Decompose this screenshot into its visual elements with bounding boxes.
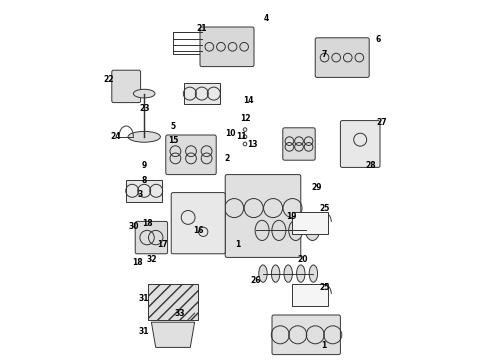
Ellipse shape — [284, 265, 293, 282]
Text: 29: 29 — [312, 183, 322, 192]
Ellipse shape — [271, 265, 280, 282]
Text: 24: 24 — [110, 132, 121, 141]
FancyBboxPatch shape — [112, 70, 141, 103]
Ellipse shape — [272, 220, 286, 240]
Ellipse shape — [289, 220, 303, 240]
Ellipse shape — [255, 220, 269, 240]
Text: 32: 32 — [146, 255, 157, 264]
Text: 5: 5 — [171, 122, 175, 131]
Text: 3: 3 — [138, 190, 143, 199]
Ellipse shape — [296, 265, 305, 282]
Text: 26: 26 — [250, 276, 261, 285]
Text: 17: 17 — [157, 240, 168, 249]
FancyBboxPatch shape — [166, 135, 216, 175]
FancyBboxPatch shape — [200, 27, 254, 67]
Text: 23: 23 — [139, 104, 149, 113]
Text: 31: 31 — [139, 294, 149, 303]
FancyBboxPatch shape — [283, 128, 315, 160]
Text: 1: 1 — [235, 240, 241, 249]
Text: 15: 15 — [168, 136, 178, 145]
Ellipse shape — [309, 265, 318, 282]
Polygon shape — [151, 322, 195, 347]
Polygon shape — [184, 83, 220, 104]
Ellipse shape — [259, 265, 267, 282]
Text: 18: 18 — [132, 258, 142, 267]
Text: 2: 2 — [224, 154, 230, 163]
Text: 10: 10 — [225, 129, 236, 138]
Text: 1: 1 — [321, 341, 327, 350]
Ellipse shape — [305, 220, 319, 240]
Polygon shape — [292, 212, 328, 234]
Text: 9: 9 — [142, 161, 147, 170]
Text: 31: 31 — [139, 327, 149, 336]
Text: 28: 28 — [366, 161, 376, 170]
Polygon shape — [148, 284, 198, 320]
Text: 14: 14 — [244, 96, 254, 105]
Text: 7: 7 — [321, 50, 327, 59]
Text: 18: 18 — [143, 219, 153, 228]
Text: 27: 27 — [376, 118, 387, 127]
Text: 6: 6 — [375, 35, 381, 44]
Text: 11: 11 — [236, 132, 246, 141]
Text: 12: 12 — [240, 114, 250, 123]
Text: 4: 4 — [264, 14, 269, 23]
Text: 20: 20 — [297, 255, 308, 264]
Ellipse shape — [128, 131, 160, 142]
Ellipse shape — [133, 89, 155, 98]
Text: 21: 21 — [196, 24, 207, 33]
FancyBboxPatch shape — [341, 121, 380, 167]
Text: 19: 19 — [287, 212, 297, 220]
Polygon shape — [126, 180, 162, 202]
Text: 22: 22 — [103, 75, 114, 84]
Text: 25: 25 — [319, 204, 329, 213]
Text: 13: 13 — [247, 140, 257, 149]
Polygon shape — [292, 284, 328, 306]
Text: 25: 25 — [319, 284, 329, 292]
FancyBboxPatch shape — [272, 315, 341, 355]
FancyBboxPatch shape — [225, 175, 301, 257]
Text: 16: 16 — [193, 226, 203, 235]
Text: 8: 8 — [142, 176, 147, 185]
Text: 30: 30 — [128, 222, 139, 231]
FancyBboxPatch shape — [135, 221, 168, 254]
FancyBboxPatch shape — [171, 193, 225, 254]
FancyBboxPatch shape — [315, 38, 369, 77]
Text: 33: 33 — [175, 309, 185, 318]
